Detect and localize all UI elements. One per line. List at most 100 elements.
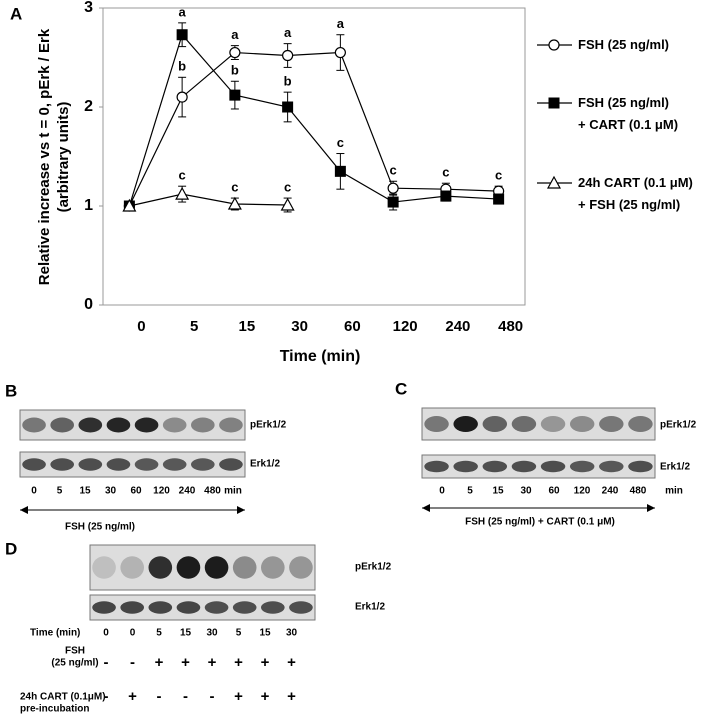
row-cell: + [208, 654, 217, 671]
row-cell: 0 [103, 628, 109, 639]
band [482, 460, 508, 473]
row-cell: 30 [206, 628, 218, 639]
band-label: Erk1/2 [660, 462, 690, 473]
significance-letter: a [284, 25, 292, 40]
x-tick-label: 30 [291, 318, 308, 335]
band [120, 601, 144, 614]
band [50, 458, 74, 471]
row-label: pre-incubation [20, 704, 89, 715]
band [424, 416, 449, 432]
band [599, 416, 624, 432]
row-cell: 15 [180, 628, 192, 639]
row-cell: 30 [286, 628, 298, 639]
band [261, 601, 285, 614]
row-label: Time (min) [30, 628, 80, 639]
series-line [128, 51, 499, 207]
x-tick-label: 240 [445, 318, 470, 335]
blot-perk [89, 544, 316, 591]
band [628, 460, 653, 473]
y-axis-title: Relative increase vs t = 0, pErk / Erk [36, 28, 53, 285]
x-tick-label: 120 [393, 318, 418, 335]
significance-letter: c [284, 180, 291, 195]
band [232, 556, 257, 579]
row-cell: + [261, 654, 270, 671]
band [219, 458, 243, 471]
row-cell: - [157, 688, 162, 705]
row-cell: + [234, 654, 243, 671]
band [106, 458, 131, 471]
x-tick-label: 480 [498, 318, 523, 335]
panel-letter: B [5, 381, 17, 400]
band-label: pErk1/2 [355, 562, 392, 573]
band [148, 556, 173, 579]
band [569, 416, 595, 432]
row-cell: - [210, 688, 215, 705]
significance-letter: c [495, 168, 502, 183]
blot-erk [421, 454, 656, 479]
significance-letter: c [337, 135, 344, 150]
row-cell: + [261, 688, 270, 705]
band [599, 460, 624, 473]
panel-letter: D [5, 539, 17, 558]
band [92, 556, 116, 579]
band [628, 416, 653, 432]
row-cell: 5 [236, 628, 242, 639]
significance-letter: a [179, 4, 187, 19]
lane-label: 240 [602, 486, 619, 497]
significance-letter: c [231, 180, 238, 195]
legend-marker [548, 39, 560, 51]
band [289, 601, 313, 614]
band [162, 458, 187, 471]
band [78, 458, 103, 471]
band [191, 417, 215, 433]
significance-letter: c [442, 165, 449, 180]
lane-label: 60 [130, 486, 142, 497]
point [175, 186, 190, 200]
point [493, 193, 505, 205]
band-label: pErk1/2 [660, 420, 697, 431]
series-line [129, 193, 288, 207]
plot-frame [102, 7, 526, 306]
point [440, 190, 452, 202]
legend-marker [546, 175, 562, 189]
point [122, 198, 137, 212]
point [176, 91, 188, 103]
lane-label: 30 [520, 486, 532, 497]
row-cell: + [234, 688, 243, 705]
panel-caption: FSH (25 ng/ml) + CART (0.1 μM) [465, 517, 615, 528]
x-tick-label: 60 [344, 318, 361, 335]
band [176, 556, 201, 579]
band [134, 417, 159, 433]
row-cell: - [183, 688, 188, 705]
point [176, 29, 188, 41]
y-tick-label: 2 [84, 98, 93, 115]
band [22, 417, 46, 433]
lane-label: 240 [179, 486, 196, 497]
band [540, 460, 566, 473]
band [540, 416, 566, 432]
band [50, 417, 74, 433]
band [569, 460, 595, 473]
lane-label: min [665, 486, 683, 497]
lane-label: 0 [439, 486, 445, 497]
row-cell: 5 [156, 628, 162, 639]
lane-label: 480 [630, 486, 647, 497]
point [282, 101, 294, 113]
lane-label: 15 [79, 486, 91, 497]
band [120, 556, 144, 579]
band [191, 458, 215, 471]
lane-label: min [224, 486, 242, 497]
significance-letter: c [179, 168, 186, 183]
lane-label: 5 [57, 486, 63, 497]
band [453, 416, 478, 432]
row-cell: + [181, 654, 190, 671]
band [204, 556, 229, 579]
band-label: pErk1/2 [250, 420, 287, 431]
row-cell: 15 [259, 628, 271, 639]
lane-label: 480 [204, 486, 221, 497]
point [229, 46, 241, 59]
panel-caption: FSH (25 ng/ml) [65, 522, 135, 533]
band [424, 460, 449, 473]
point [280, 197, 295, 211]
